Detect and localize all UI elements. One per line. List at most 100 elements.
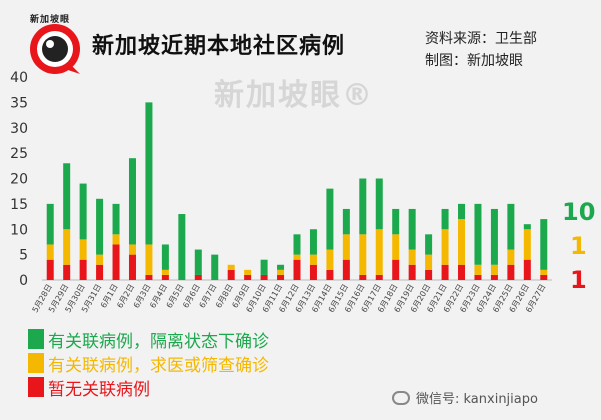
legend-item-linked-quarantine: 有关联病例，隔离状态下确诊	[28, 327, 269, 352]
bar-segment	[523, 224, 531, 230]
bar-segment	[293, 254, 301, 260]
bar-segment	[244, 274, 252, 280]
wechat-label: 微信号: kanxinjiapo	[416, 392, 538, 407]
chart-legend: 有关联病例，隔离状态下确诊 有关联病例，求医或筛查确诊 暂无关联病例	[28, 327, 269, 400]
bar-segment	[342, 259, 350, 280]
bar-segment	[112, 203, 120, 235]
chart-title: 新加坡近期本地社区病例	[92, 34, 346, 59]
bar-segment	[359, 274, 367, 280]
bar-segment	[46, 259, 54, 280]
logo-icon	[30, 24, 80, 74]
bar-segment	[474, 274, 482, 280]
bar-segment	[178, 214, 186, 280]
bar-segment	[408, 264, 416, 280]
bar-segment	[458, 264, 466, 280]
legend-label-linked-community: 有关联病例，求医或筛查确诊	[48, 355, 269, 376]
watermark-text: 新加坡眼®	[214, 78, 374, 113]
bar-segment	[293, 259, 301, 280]
bar-segment	[79, 259, 87, 280]
source-text: 资料来源：卫生部 制图：新加坡眼	[425, 28, 537, 72]
bar-segment	[392, 259, 400, 280]
bar-segment	[277, 269, 285, 275]
bar-segment	[425, 254, 433, 270]
latest-green-label: 10	[562, 198, 596, 226]
bar-segment	[375, 178, 383, 230]
bar-segment	[408, 249, 416, 265]
bar-segment	[227, 269, 235, 280]
bar-segment	[408, 208, 416, 250]
legend-swatch-yellow	[28, 353, 44, 373]
bar-segment	[46, 244, 54, 260]
bar-segment	[326, 249, 334, 270]
bar-segment	[441, 229, 449, 265]
bar-segment	[63, 229, 71, 265]
bar-segment	[277, 264, 285, 270]
brand-name: 新加坡眼	[30, 15, 71, 25]
bar-segment	[458, 203, 466, 220]
bar-segment	[293, 234, 301, 255]
bar-segment	[260, 274, 268, 280]
y-tick-label: 0	[19, 273, 28, 289]
bar-segment	[96, 264, 104, 280]
bar-segment	[342, 208, 350, 235]
bar-segment	[342, 234, 350, 260]
bar-segment	[490, 274, 498, 280]
y-tick-label: 30	[10, 121, 28, 137]
bar-segment	[227, 264, 235, 270]
bar-segment	[507, 249, 515, 265]
bar-segment	[244, 269, 252, 275]
bar-segment	[128, 254, 136, 280]
latest-yellow-label: 1	[570, 232, 587, 260]
y-tick-label: 25	[10, 146, 28, 162]
bar-segment	[425, 269, 433, 280]
bar-segment	[277, 274, 285, 280]
legend-swatch-red	[28, 377, 44, 397]
bar-segment	[309, 254, 317, 265]
bar-segment	[128, 244, 136, 255]
legend-label-linked-quarantine: 有关联病例，隔离状态下确诊	[48, 331, 269, 352]
bar-segment	[112, 244, 120, 280]
legend-swatch-green	[28, 329, 44, 349]
bar-segment	[375, 229, 383, 275]
bar-segment	[194, 274, 202, 280]
y-tick-label: 15	[10, 197, 28, 213]
bar-segment	[96, 198, 104, 255]
bar-segment	[392, 208, 400, 235]
wechat-id: 微信号: kanxinjiapo	[392, 388, 538, 407]
y-tick-label: 10	[10, 222, 28, 238]
bar-segment	[441, 208, 449, 230]
bar-segment	[359, 178, 367, 235]
source-line-1: 资料来源：卫生部	[425, 31, 537, 47]
bar-segment	[507, 203, 515, 250]
bar-segment	[260, 259, 268, 275]
bar-segment	[46, 203, 54, 245]
bar-segment	[392, 234, 400, 260]
latest-red-label: 1	[570, 266, 587, 294]
y-tick-label: 20	[10, 172, 28, 188]
bar-segment	[145, 274, 153, 280]
bar-segment	[458, 219, 466, 265]
bar-segment	[474, 203, 482, 265]
bar-segment	[359, 234, 367, 275]
bar-segment	[490, 264, 498, 275]
bar-segment	[375, 274, 383, 280]
legend-item-unlinked: 暂无关联病例	[28, 375, 269, 400]
bar-segment	[441, 264, 449, 280]
bar-segment	[145, 102, 153, 245]
bar-segment	[309, 264, 317, 280]
bar-segment	[326, 188, 334, 250]
bar-segment	[540, 269, 548, 275]
bar-segment	[540, 274, 548, 280]
y-tick-label: 35	[10, 95, 28, 111]
bar-segment	[161, 244, 169, 270]
legend-label-unlinked: 暂无关联病例	[48, 379, 150, 400]
bar-segment	[79, 239, 87, 260]
bar-segment	[523, 259, 531, 280]
wechat-icon	[392, 390, 410, 405]
bar-segment	[112, 234, 120, 245]
bar-segment	[490, 208, 498, 265]
bar-segment	[161, 269, 169, 275]
bar-segment	[194, 249, 202, 275]
bar-segment	[540, 219, 548, 270]
